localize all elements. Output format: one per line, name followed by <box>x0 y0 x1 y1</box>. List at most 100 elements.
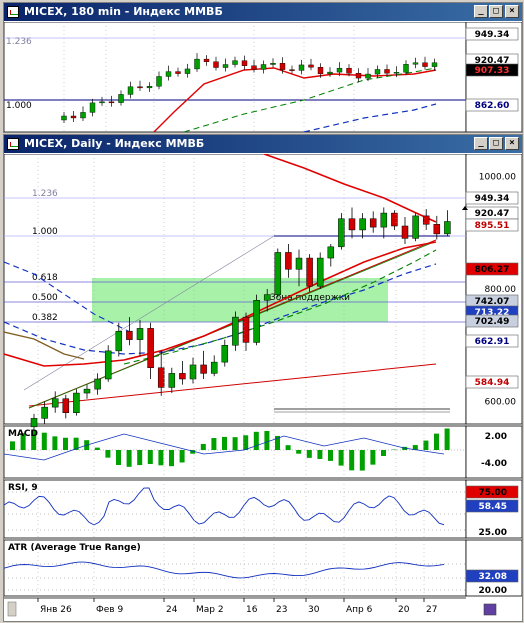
scroll-left-button[interactable] <box>7 601 17 617</box>
top-candle-bullish[interactable] <box>298 64 305 71</box>
candle-bearish[interactable] <box>306 257 313 287</box>
candle-bullish[interactable] <box>168 373 176 388</box>
top-candle-bearish[interactable] <box>213 61 219 68</box>
candle-bullish[interactable] <box>189 364 197 380</box>
candle-bullish[interactable] <box>51 398 59 408</box>
candle-bullish[interactable] <box>73 392 80 413</box>
main-chart-window[interactable]: MICEX, Daily - Индекс ММВБ _ □ × Зона по… <box>3 134 523 622</box>
top-candle-bearish[interactable] <box>251 65 257 70</box>
top-candle-bullish[interactable] <box>270 63 276 65</box>
candle-bearish[interactable] <box>391 212 398 227</box>
top-candle-bearish[interactable] <box>241 60 248 66</box>
candle-bearish[interactable] <box>422 215 430 225</box>
top-candle-bullish[interactable] <box>222 64 229 68</box>
top-candle-bearish[interactable] <box>279 63 286 70</box>
top-candle-bullish[interactable] <box>431 62 438 67</box>
top-candle-bearish[interactable] <box>108 101 115 104</box>
top-window-titlebar[interactable]: MICEX, 180 min - Индекс ММВБ _ □ × <box>4 3 522 21</box>
top-candle-bearish[interactable] <box>346 67 352 74</box>
top-candle-bearish[interactable] <box>317 67 324 75</box>
candle-bearish[interactable] <box>179 373 186 380</box>
candle-bullish[interactable] <box>327 246 335 259</box>
atr-panel-label[interactable]: ATR (Average True Range) <box>8 543 141 553</box>
candle-bullish[interactable] <box>412 215 419 239</box>
rsi-panel-label[interactable]: RSI, 9 <box>8 483 38 493</box>
top-candle-bearish[interactable] <box>308 64 314 68</box>
candle-bearish[interactable] <box>126 330 133 340</box>
top-candle-bearish[interactable] <box>289 69 295 71</box>
top-candle-bearish[interactable] <box>355 72 362 79</box>
candle-bullish[interactable] <box>210 361 218 374</box>
close-button[interactable]: × <box>505 137 519 150</box>
close-button[interactable]: × <box>505 5 519 18</box>
main-window-titlebar[interactable]: MICEX, Daily - Индекс ММВБ _ □ × <box>4 135 522 153</box>
top-candle-bullish[interactable] <box>412 62 419 65</box>
candle-bearish[interactable] <box>242 316 250 343</box>
top-candle-bullish[interactable] <box>365 73 371 79</box>
candle-bearish[interactable] <box>157 367 165 388</box>
candle-bullish[interactable] <box>444 221 451 235</box>
rsi-panel[interactable] <box>4 479 467 539</box>
candle-bearish[interactable] <box>200 364 207 374</box>
top-candle-bullish[interactable] <box>89 102 96 113</box>
top-candle-bullish[interactable] <box>374 69 381 75</box>
top-candle-bearish[interactable] <box>203 58 210 62</box>
top-candle-bullish[interactable] <box>184 68 191 74</box>
top-candle-bullish[interactable] <box>232 60 238 65</box>
top-candle-bullish[interactable] <box>403 64 409 73</box>
candle-bullish[interactable] <box>263 294 271 301</box>
candle-bullish[interactable] <box>232 316 239 346</box>
top-candle-bearish[interactable] <box>175 71 181 74</box>
candle-bullish[interactable] <box>380 212 388 228</box>
top-candle-bearish[interactable] <box>422 62 428 67</box>
top-candle-bullish[interactable] <box>194 58 200 70</box>
minimize-button[interactable]: _ <box>474 5 488 18</box>
candle-bearish[interactable] <box>348 218 356 231</box>
main-chart-area[interactable]: Зона поддержки 1.236 1.000 0.618 0.500 0.382 1… <box>4 154 522 621</box>
candle-bearish[interactable] <box>369 218 377 228</box>
top-candle-bullish[interactable] <box>80 112 86 119</box>
top-candle-bullish[interactable] <box>156 76 162 87</box>
top-candle-bearish[interactable] <box>384 69 390 74</box>
candle-bullish[interactable] <box>115 330 123 352</box>
candle-bullish[interactable] <box>41 406 48 419</box>
candle-bullish[interactable] <box>253 300 260 343</box>
candle-bullish[interactable] <box>359 218 366 231</box>
candle-bearish[interactable] <box>285 252 292 270</box>
macd-panel-label[interactable]: MACD <box>8 429 38 439</box>
top-candle-bullish[interactable] <box>336 67 343 73</box>
candle-bullish[interactable] <box>104 350 112 380</box>
minimize-button[interactable]: _ <box>474 137 488 150</box>
top-candle-bearish[interactable] <box>137 86 143 89</box>
top-candle-bearish[interactable] <box>70 115 77 119</box>
top-chart-window[interactable]: MICEX, 180 min - Индекс ММВБ _ □ × 1.236… <box>3 2 523 133</box>
candle-bullish[interactable] <box>136 328 144 340</box>
candle-bullish[interactable] <box>94 378 101 390</box>
top-candle-bullish[interactable] <box>99 101 105 104</box>
top-candle-bullish[interactable] <box>327 71 333 75</box>
macd-panel[interactable] <box>4 425 467 479</box>
candle-bullish[interactable] <box>316 257 324 287</box>
top-candle-bullish[interactable] <box>146 86 153 89</box>
top-candle-bullish[interactable] <box>118 94 124 103</box>
candle-bearish[interactable] <box>62 398 70 413</box>
candle-bullish[interactable] <box>295 257 303 270</box>
maximize-button[interactable]: □ <box>489 137 503 150</box>
candle-bullish[interactable] <box>30 418 38 428</box>
top-candle-bullish[interactable] <box>61 115 67 121</box>
scroll-icon[interactable] <box>483 603 497 616</box>
maximize-button[interactable]: □ <box>489 5 503 18</box>
top-candle-bullish[interactable] <box>127 86 134 95</box>
candle-bullish[interactable] <box>274 252 282 295</box>
top-candle-bullish[interactable] <box>260 64 267 70</box>
candle-bearish[interactable] <box>147 328 154 368</box>
candle-bullish[interactable] <box>221 345 229 363</box>
atr-panel[interactable] <box>4 539 467 597</box>
top-candle-bullish[interactable] <box>393 72 400 74</box>
candle-bullish[interactable] <box>83 388 91 394</box>
candle-bullish[interactable] <box>338 218 345 248</box>
candle-bearish[interactable] <box>433 224 441 235</box>
candle-bearish[interactable] <box>401 225 409 239</box>
top-candle-bullish[interactable] <box>165 71 172 77</box>
